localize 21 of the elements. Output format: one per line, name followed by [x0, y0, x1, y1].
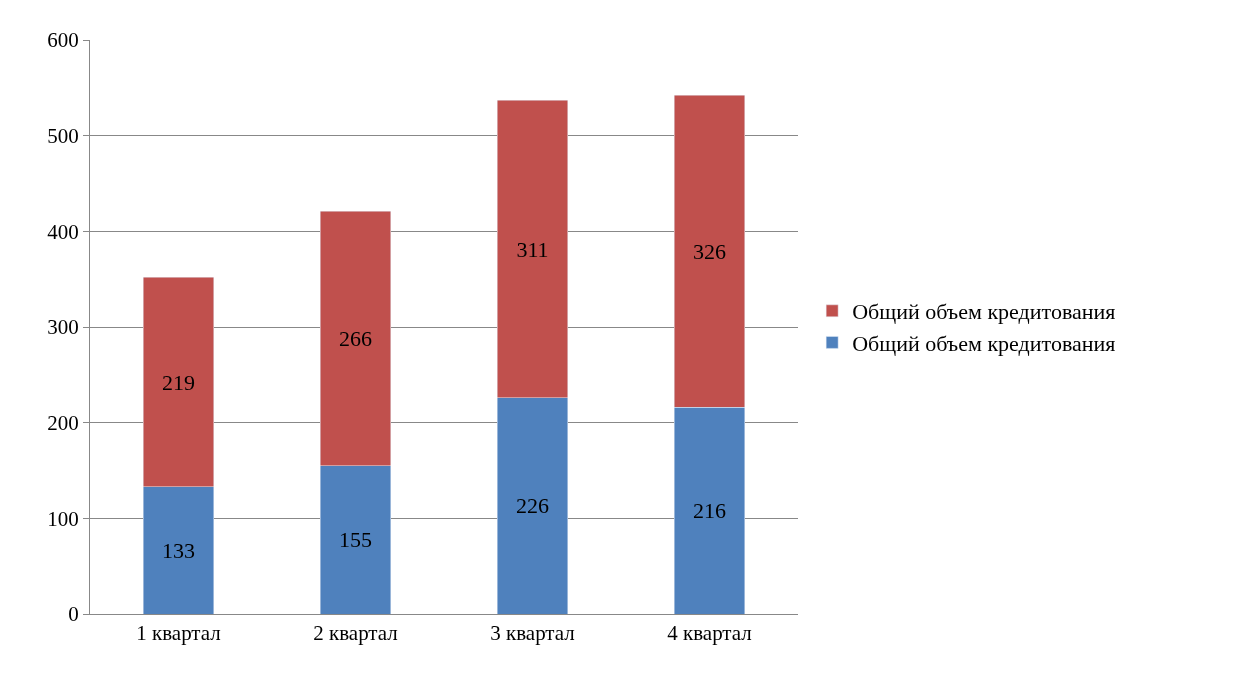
- data-label: 311: [516, 236, 549, 262]
- data-label: 266: [339, 325, 372, 351]
- y-tick-label: 600: [47, 28, 79, 53]
- y-tick-label: 200: [47, 411, 79, 436]
- legend-label: Общий объем кредитования: [852, 330, 1116, 356]
- x-tick-label: 3 квартал: [490, 621, 575, 646]
- x-tick-label: 2 квартал: [313, 621, 398, 646]
- data-label: 219: [162, 369, 195, 395]
- x-tick-label: 4 квартал: [667, 621, 752, 646]
- x-tick-label: 1 квартал: [136, 621, 221, 646]
- data-label: 326: [693, 238, 726, 264]
- y-tick-label: 500: [47, 124, 79, 149]
- data-label: 216: [693, 498, 726, 524]
- data-label: 226: [516, 493, 549, 519]
- y-tick-label: 100: [47, 506, 79, 531]
- y-tick-label: 300: [47, 315, 79, 340]
- y-tick-label: 0: [68, 602, 79, 627]
- data-label: 133: [162, 537, 195, 563]
- y-tick-label: 400: [47, 219, 79, 244]
- data-label: 155: [339, 527, 372, 553]
- legend-label: Общий объем кредитования: [852, 299, 1116, 325]
